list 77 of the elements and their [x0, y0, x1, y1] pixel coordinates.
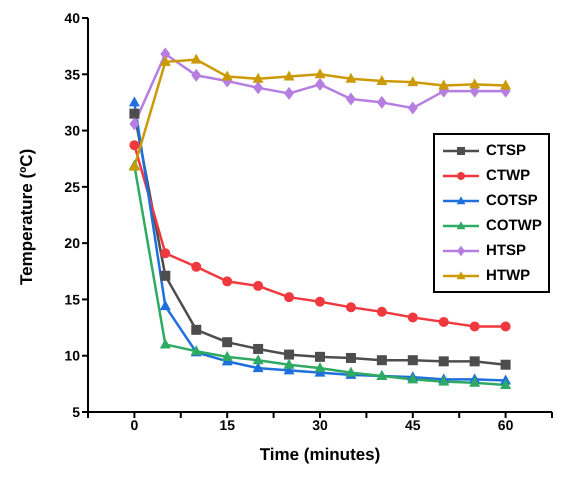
point — [346, 302, 356, 312]
y-tick-label: 5 — [72, 404, 80, 420]
x-axis-title: Time (minutes) — [260, 445, 380, 464]
point — [222, 70, 233, 81]
x-tick-label: 0 — [130, 416, 138, 433]
point — [128, 96, 140, 106]
point — [315, 296, 325, 307]
point — [222, 337, 232, 348]
point — [314, 362, 326, 372]
point — [284, 86, 294, 100]
point — [253, 81, 264, 94]
point — [500, 80, 512, 90]
point — [438, 80, 450, 90]
point — [160, 338, 171, 348]
point — [222, 276, 232, 286]
point — [160, 248, 170, 258]
point — [314, 68, 326, 78]
y-tick-label: 35 — [64, 66, 80, 82]
y-tick-label: 15 — [64, 291, 80, 308]
point — [252, 354, 264, 364]
point — [438, 316, 449, 327]
point — [129, 140, 140, 150]
point — [191, 262, 202, 272]
point — [407, 76, 418, 86]
point — [376, 75, 388, 86]
y-tick-label: 30 — [64, 122, 80, 139]
point — [345, 72, 356, 83]
point — [284, 292, 294, 302]
point — [253, 280, 264, 291]
point — [253, 344, 264, 354]
point — [346, 352, 356, 363]
point — [408, 102, 418, 115]
point — [346, 92, 356, 106]
point — [470, 356, 480, 366]
x-tick-label: 15 — [219, 416, 236, 433]
point — [376, 96, 387, 109]
legend-label: CTSP — [486, 142, 526, 159]
point — [438, 356, 449, 366]
point — [191, 68, 202, 82]
point — [190, 54, 202, 64]
point — [500, 321, 511, 332]
legend-label: COTSP — [486, 192, 538, 209]
point — [284, 358, 295, 369]
point — [315, 78, 325, 91]
point — [191, 324, 202, 335]
legend-label: CTWP — [486, 167, 530, 184]
legend-label: COTWP — [486, 217, 542, 234]
point — [376, 355, 387, 366]
point — [129, 108, 140, 119]
point — [160, 270, 170, 281]
point — [315, 352, 325, 362]
legend-label: HTSP — [486, 242, 526, 259]
x-tick-label: 60 — [498, 416, 514, 433]
y-tick-label: 10 — [64, 348, 80, 364]
point — [284, 350, 294, 360]
point — [252, 72, 264, 83]
point — [470, 321, 480, 332]
x-tick-label: 30 — [312, 416, 328, 433]
point — [469, 78, 480, 88]
legend-label: HTWP — [486, 267, 530, 284]
point — [438, 376, 450, 386]
x-tick-label: 45 — [405, 416, 421, 433]
point — [376, 306, 387, 317]
y-tick-label: 20 — [64, 235, 80, 252]
point — [129, 117, 140, 130]
point — [160, 300, 171, 310]
point — [469, 376, 480, 387]
point — [222, 350, 233, 361]
point — [500, 360, 511, 370]
y-axis-title: Temperature (ºC) — [17, 148, 36, 285]
point — [284, 70, 295, 81]
y-tick-label: 25 — [64, 178, 80, 195]
y-tick-label: 40 — [64, 10, 80, 26]
point — [408, 355, 418, 366]
point — [408, 312, 418, 322]
point — [500, 378, 512, 389]
point — [160, 56, 171, 66]
